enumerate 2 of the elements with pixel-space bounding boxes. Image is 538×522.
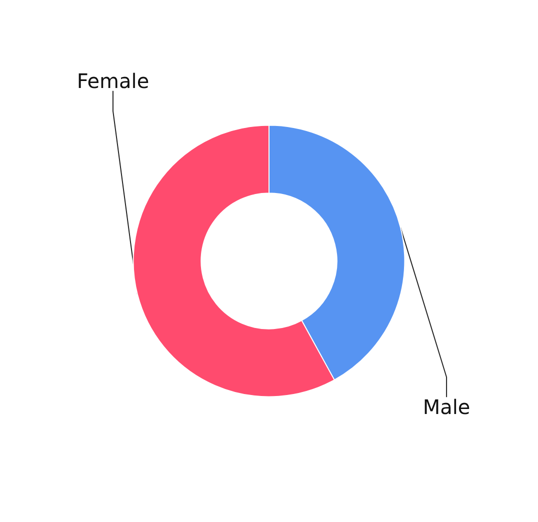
slice-label: Male: [422, 395, 470, 420]
slice-label: Female: [76, 68, 150, 93]
